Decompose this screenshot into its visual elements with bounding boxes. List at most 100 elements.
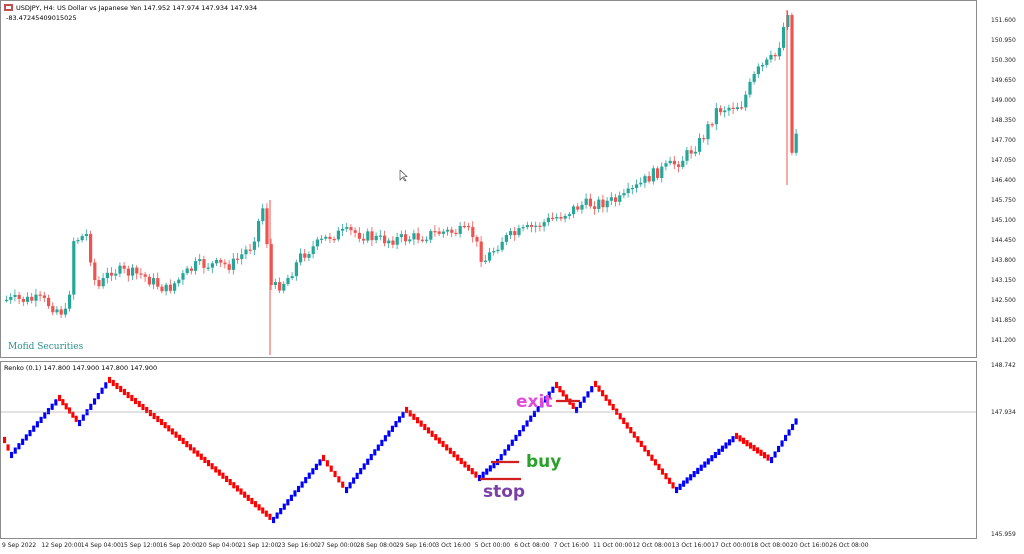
renko-brick-down [766, 454, 770, 461]
renko-brick-down [156, 415, 160, 423]
candle-body [269, 244, 273, 286]
candle-body [685, 150, 689, 161]
renko-brick-up [529, 415, 533, 422]
renko-brick-down [257, 504, 261, 511]
candle-body [437, 231, 441, 234]
candle-body [177, 279, 181, 284]
candle-body [68, 294, 72, 309]
renko-brick-up [514, 434, 518, 442]
candle-body [244, 249, 248, 255]
renko-brick-up [314, 463, 318, 470]
candle-body [273, 282, 277, 286]
price-tick-label: 151.600 [991, 17, 1016, 24]
candle-body [559, 217, 563, 219]
renko-brick-up [518, 430, 522, 437]
candle-body [395, 236, 399, 245]
renko-brick-up [50, 403, 54, 410]
renko-brick-up [39, 416, 43, 424]
time-tick-label: 18 Oct 08:00 [750, 542, 790, 549]
renko-brick-down [6, 444, 10, 451]
candle-body [236, 258, 240, 260]
price-tick-label: 147.700 [991, 137, 1016, 144]
price-tick-label: 149.000 [991, 97, 1016, 104]
renko-brick-down [441, 440, 445, 448]
renko-brick-down [148, 409, 152, 417]
candle-body [194, 261, 198, 271]
candle-body [173, 283, 177, 291]
candle-body [181, 273, 185, 280]
renko-brick-down [664, 473, 668, 480]
candle-body [752, 74, 756, 82]
renko-price-axis[interactable] [977, 361, 1024, 539]
candle-body [488, 252, 492, 261]
renko-tick-label: 148.742 [991, 362, 1016, 369]
renko-brick-down [759, 449, 763, 456]
renko-brick-up [352, 477, 356, 484]
main-chart-pane[interactable] [0, 0, 977, 358]
candle-body [672, 160, 676, 165]
renko-brick-down [405, 406, 409, 414]
renko-brick-down [232, 482, 236, 489]
candle-body [433, 231, 437, 233]
candle-body [580, 204, 584, 210]
candle-body [63, 308, 67, 315]
exit-annotation: exit [516, 392, 553, 412]
renko-brick-up [100, 387, 104, 394]
candle-body [597, 199, 601, 209]
renko-brick-down [122, 388, 126, 396]
renko-brick-up [46, 408, 51, 415]
renko-brick-down [196, 450, 200, 457]
time-tick-label: 6 Oct 08:00 [514, 542, 550, 549]
renko-brick-up [21, 438, 25, 445]
renko-brick-up [380, 439, 384, 447]
renko-brick-up [286, 499, 290, 506]
candle-body [416, 233, 420, 240]
renko-brick-up [275, 512, 279, 519]
renko-brick-up [717, 448, 721, 455]
candle-body [383, 235, 387, 244]
renko-brick-down [738, 435, 742, 442]
renko-brick-down [214, 466, 218, 473]
renko-brick-down [615, 408, 619, 415]
candle-body [362, 238, 366, 241]
renko-brick-down [470, 468, 474, 475]
renko-brick-up [24, 434, 28, 441]
renko-indicator-pane[interactable] [0, 361, 977, 539]
renko-brick-down [221, 472, 225, 479]
price-tick-label: 146.400 [991, 177, 1016, 184]
candle-body [630, 187, 634, 190]
candle-body [530, 225, 534, 227]
renko-brick-up [675, 486, 679, 494]
time-tick-label: 5 Oct 00:00 [474, 542, 511, 549]
renko-brick-up [773, 451, 777, 458]
renko-brick-down [130, 394, 134, 402]
time-tick-label: 3 Oct 16:00 [435, 542, 471, 549]
candle-body [105, 272, 109, 279]
renko-brick-up [304, 477, 308, 484]
renko-brick-down [597, 385, 601, 392]
candle-body [677, 164, 681, 167]
time-tick-label: 14 Sep 04:00 [80, 542, 121, 549]
time-tick-label: 21 Sep 12:00 [238, 542, 279, 549]
candle-body [147, 276, 151, 285]
renko-brick-up [89, 403, 93, 410]
renko-brick-down [203, 456, 207, 464]
renko-header: Renko (0.1) 147.800 147.900 147.800 147.… [4, 364, 158, 372]
candle-body [391, 240, 395, 245]
candle-body [189, 268, 193, 271]
renko-brick-down [415, 417, 420, 424]
renko-brick-down [243, 491, 247, 498]
candle-body [9, 296, 13, 300]
price-axis[interactable] [977, 0, 1024, 358]
renko-brick-up [376, 444, 380, 451]
renko-brick-down [412, 413, 416, 420]
candle-body [341, 228, 345, 231]
price-tick-label: 150.300 [991, 57, 1016, 64]
renko-brick-down [3, 436, 7, 444]
candle-body [185, 268, 189, 274]
candle-body [13, 294, 17, 297]
renko-brick-down [199, 453, 203, 460]
price-tick-label: 143.150 [991, 277, 1016, 284]
renko-brick-down [250, 497, 254, 505]
candle-body [509, 231, 513, 236]
